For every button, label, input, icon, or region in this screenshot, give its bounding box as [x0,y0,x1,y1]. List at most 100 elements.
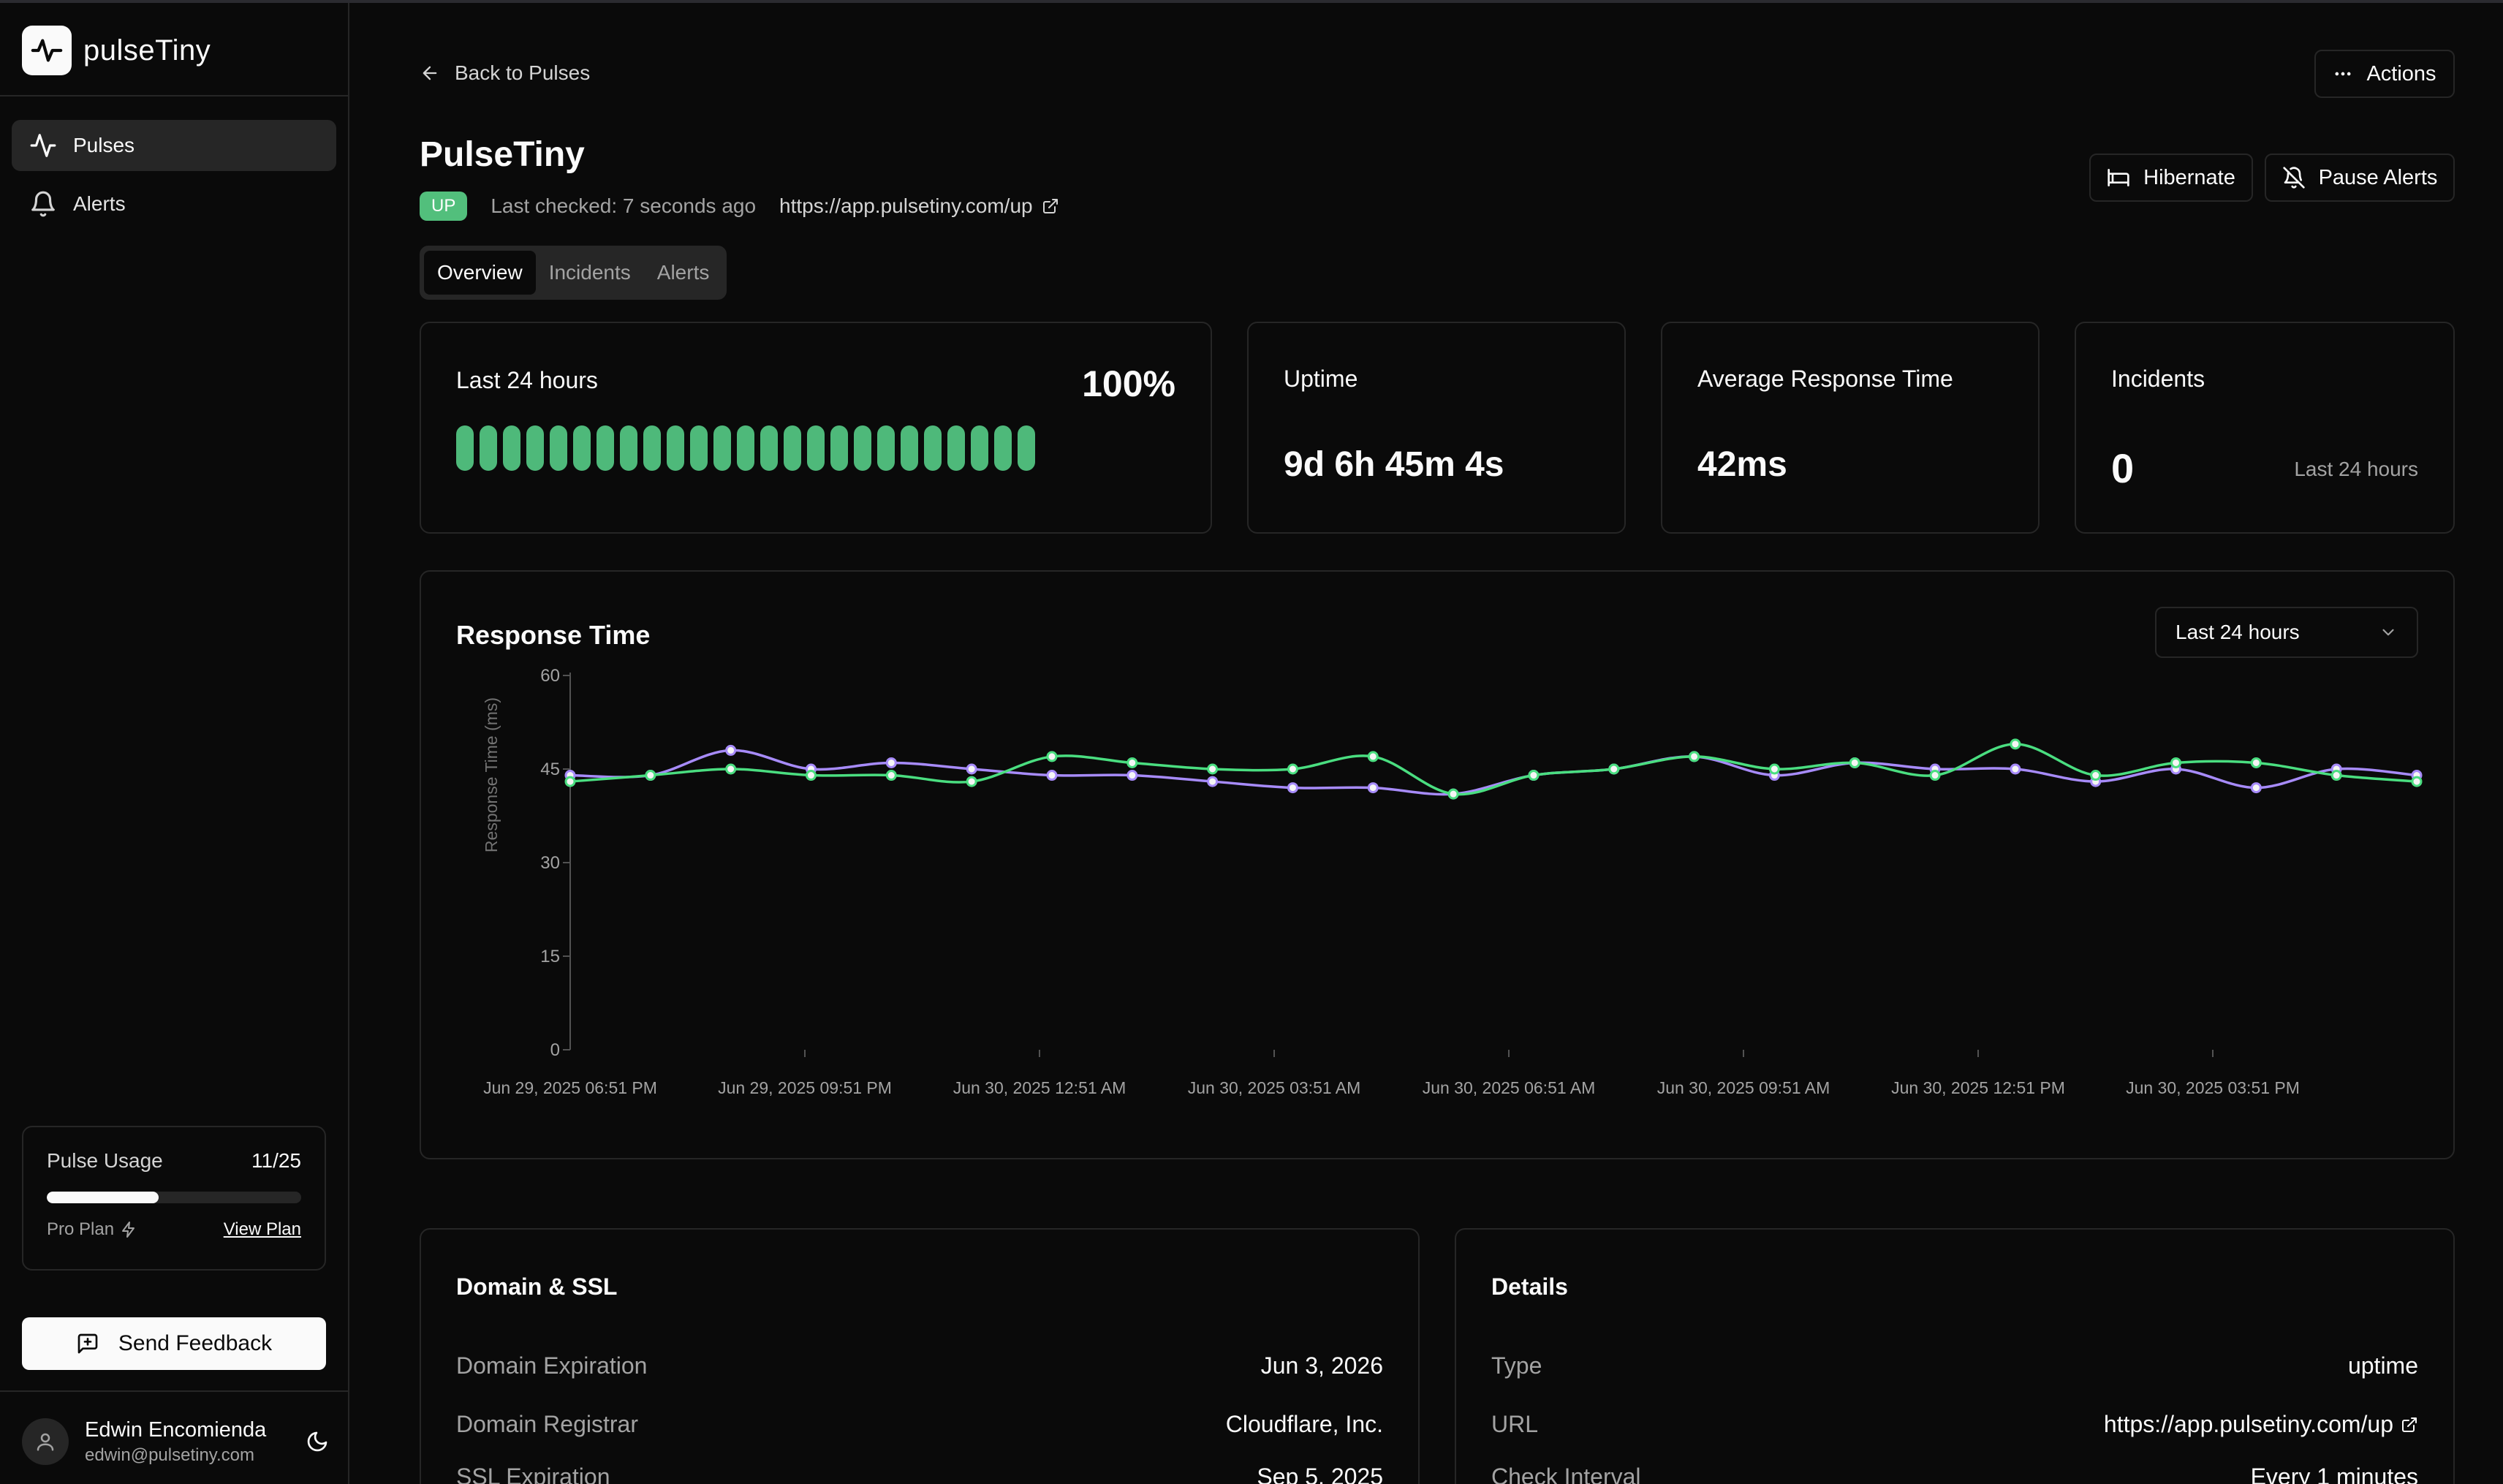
uptime-bar[interactable] [760,425,778,471]
data-point [1849,757,1860,768]
uptime-bar[interactable] [550,425,567,471]
bed-icon [2108,169,2129,186]
more-horizontal-icon [2335,72,2351,76]
uptime-bar[interactable] [807,425,825,471]
actions-button[interactable]: Actions [2314,50,2455,98]
sidebar-item-label: Alerts [73,192,126,215]
card-title: Last 24 hours [456,367,598,393]
pulse-usage-card: Pulse Usage 11/25 Pro Plan View Plan [22,1126,326,1271]
detail-row: Check Interval Every 1 minutes [1491,1464,2418,1484]
sidebar-divider [0,1390,348,1392]
arrow-left-icon [423,66,437,80]
usage-label: Pulse Usage [47,1149,163,1172]
card-title: Response Time [456,620,651,650]
uptime-bar[interactable] [737,425,754,471]
external-link-icon [1042,199,1058,213]
uptime-bar[interactable] [667,425,684,471]
uptime-percentage: 100% [1082,363,1175,404]
uptime-bar[interactable] [971,425,988,471]
back-to-pulses-link[interactable]: Back to Pulses [420,61,590,85]
time-range-value: Last 24 hours [2176,621,2300,643]
user-email: edwin@pulsetiny.com [85,1445,255,1465]
x-tick-label: Jun 30, 2025 03:51 PM [2126,1078,2300,1097]
average-response-value: 42ms [1697,445,1787,484]
detail-key: URL [1491,1411,1539,1437]
user-name: Edwin Encomienda [85,1417,267,1442]
chevron-down-icon [2382,629,2394,636]
detail-row: Domain Registrar Cloudflare, Inc. [456,1411,1383,1438]
user-icon [37,1433,54,1451]
uptime-bar[interactable] [620,425,637,471]
activity-icon [30,134,56,157]
y-tick-label: 45 [540,760,560,779]
user-menu[interactable]: Edwin Encomienda edwin@pulsetiny.com [22,1414,329,1469]
data-point [1447,788,1459,800]
x-tick-label: Jun 30, 2025 03:51 AM [1188,1078,1361,1097]
detail-value: Jun 3, 2026 [1260,1352,1383,1379]
data-point [1929,770,1941,781]
usage-progress-fill [47,1192,159,1203]
data-point [1528,770,1540,781]
data-point [805,770,817,781]
uptime-bar[interactable] [830,425,848,471]
data-point [2411,776,2423,787]
card-title: Incidents [2111,366,2205,392]
uptime-bar[interactable] [597,425,614,471]
detail-value: Every 1 minutes [2250,1464,2418,1484]
data-point [725,763,737,775]
uptime-bar[interactable] [784,425,801,471]
data-point [2010,763,2021,775]
tab-overview[interactable]: Overview [424,251,536,295]
uptime-bar[interactable] [994,425,1012,471]
data-point [1367,782,1379,794]
time-range-select[interactable]: Last 24 hours [2155,607,2418,658]
hibernate-button[interactable]: Hibernate [2089,154,2253,202]
y-tick-label: 0 [550,1040,560,1060]
uptime-value: 9d 6h 45m 4s [1284,445,1504,484]
card-title: Uptime [1284,366,1358,392]
detail-key: Type [1491,1352,1542,1379]
uptime-bar[interactable] [503,425,520,471]
data-point [564,776,576,787]
uptime-bar[interactable] [713,425,731,471]
uptime-bar[interactable] [1018,425,1035,471]
app-logo[interactable]: pulseTiny [22,25,211,76]
tab-alerts[interactable]: Alerts [656,261,710,284]
detail-key: Domain Registrar [456,1411,638,1437]
sidebar-item-pulses[interactable]: Pulses [12,120,336,171]
app-name: pulseTiny [83,34,211,67]
uptime-bar[interactable] [901,425,918,471]
data-point [966,763,977,775]
uptime-bar[interactable] [573,425,591,471]
last-checked: Last checked: 7 seconds ago [491,194,757,217]
sidebar-item-alerts[interactable]: Alerts [12,178,336,230]
uptime-bar[interactable] [643,425,661,471]
back-label: Back to Pulses [455,61,591,84]
send-feedback-button[interactable]: Send Feedback [22,1317,326,1370]
uptime-bar[interactable] [480,425,497,471]
uptime-bar[interactable] [690,425,708,471]
moon-icon[interactable] [306,1430,329,1453]
card-title: Details [1491,1273,1568,1300]
x-tick-label: Jun 30, 2025 12:51 AM [953,1078,1126,1097]
detail-url-link[interactable]: https://app.pulsetiny.com/up [2104,1411,2418,1438]
x-tick-label: Jun 30, 2025 12:51 PM [1891,1078,2065,1097]
page-title: PulseTiny [420,135,585,174]
uptime-bar[interactable] [526,425,544,471]
uptime-bar[interactable] [854,425,871,471]
uptime-bar[interactable] [877,425,895,471]
monitor-url-link[interactable]: https://app.pulsetiny.com/up [779,194,1059,218]
view-plan-link[interactable]: View Plan [223,1219,301,1239]
uptime-bar[interactable] [456,425,474,471]
usage-progress-bar [47,1192,301,1203]
avatar [22,1418,69,1465]
tab-incidents[interactable]: Incidents [548,261,631,284]
data-point [2250,757,2262,768]
data-point [966,776,977,787]
average-response-card: Average Response Time 42ms [1661,322,2040,534]
pause-alerts-button[interactable]: Pause Alerts [2265,154,2455,202]
y-axis-label: Response Time (ms) [482,697,501,852]
usage-count: 11/25 [251,1149,301,1172]
uptime-bar[interactable] [947,425,965,471]
uptime-bar[interactable] [924,425,942,471]
